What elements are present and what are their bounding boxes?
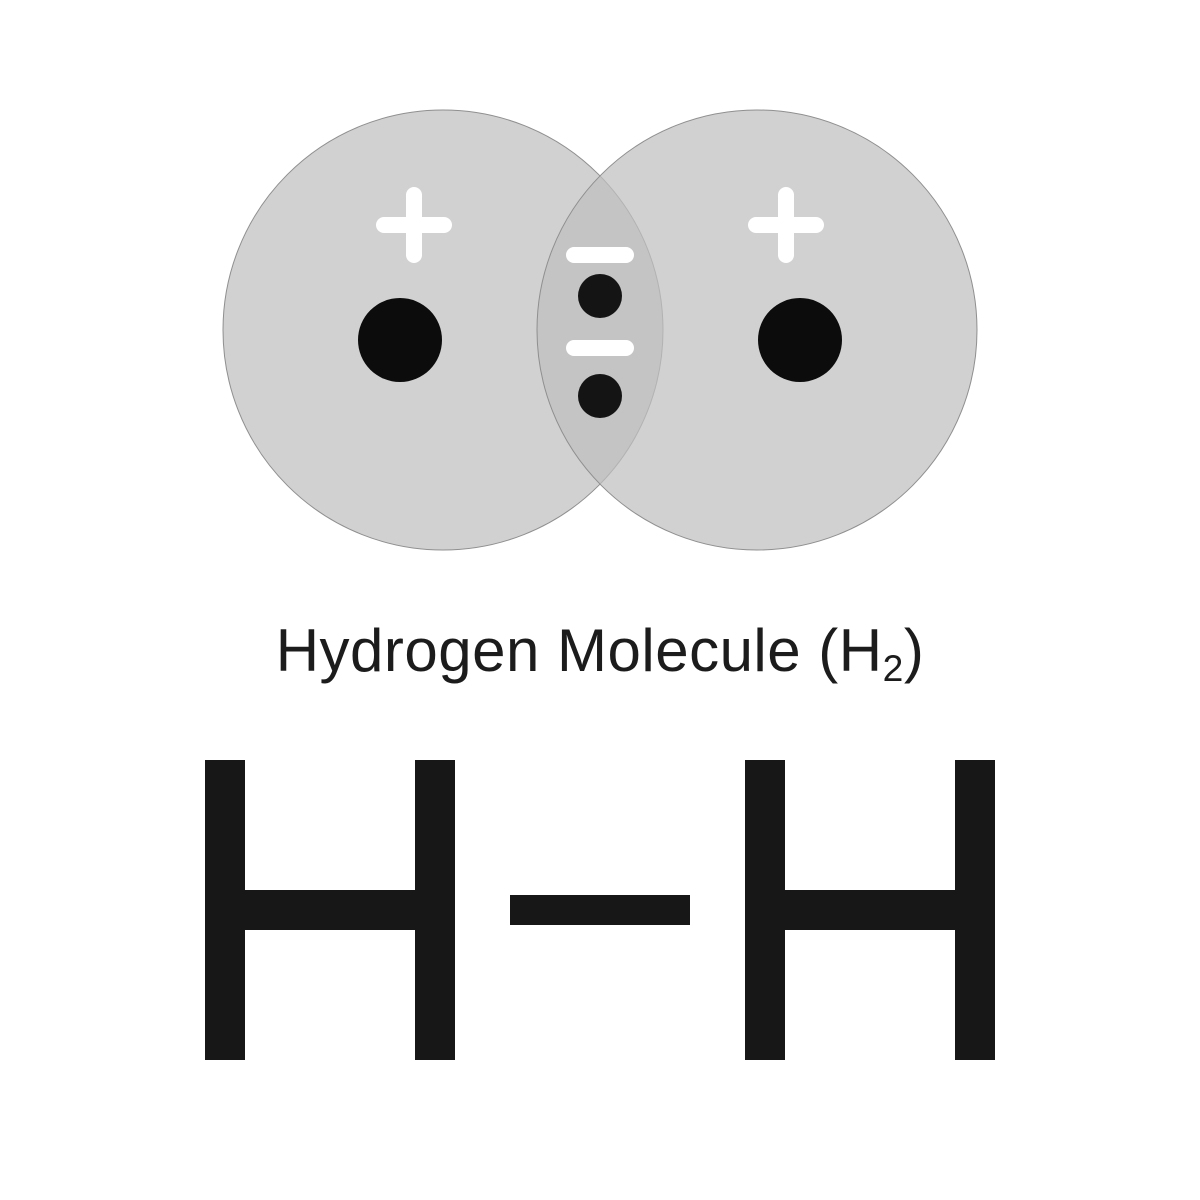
caption: Hydrogen Molecule (H2): [0, 616, 1200, 685]
electron-top: [578, 274, 622, 318]
caption-tail: ): [904, 617, 924, 684]
caption-sub: 2: [883, 647, 904, 689]
structural-formula: [225, 760, 975, 1060]
molecule-svg: [0, 0, 1200, 1200]
atom-cloud-right: [537, 110, 977, 550]
nucleus-left: [358, 298, 442, 382]
nucleus-right: [758, 298, 842, 382]
caption-main: Hydrogen Molecule (H: [276, 617, 883, 684]
electron-bottom: [578, 374, 622, 418]
diagram-stage: Hydrogen Molecule (H2): [0, 0, 1200, 1200]
